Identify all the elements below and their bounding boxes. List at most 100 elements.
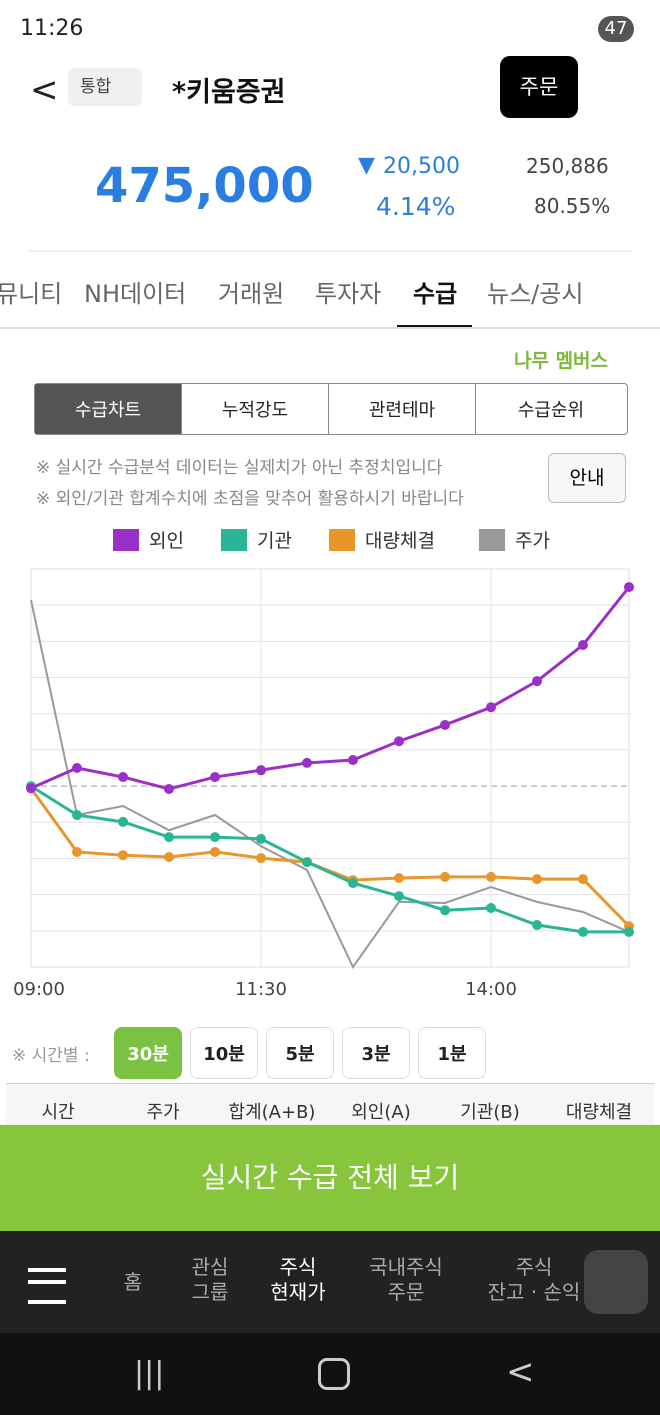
home-button[interactable]: [318, 1358, 350, 1390]
table-header: [6, 1083, 654, 1126]
data-point: [486, 702, 496, 713]
series-line: [30, 586, 631, 791]
interval-label: ※ 시간별 :: [12, 1046, 90, 1066]
tab[interactable]: 뮤니티: [0, 280, 63, 308]
data-point: [532, 920, 542, 931]
system-nav: [0, 1333, 660, 1415]
order-button[interactable]: 주문: [500, 56, 578, 118]
change-arrow: ▼: [358, 153, 375, 178]
data-point: [486, 871, 496, 882]
info-button[interactable]: 안내: [548, 453, 626, 503]
tab[interactable]: 투자자: [315, 280, 382, 308]
legend-label: 기관: [257, 530, 292, 552]
plot-frame: [30, 568, 630, 968]
data-point: [348, 878, 358, 889]
x-tick-label: 11:30: [235, 979, 287, 1000]
recent-button[interactable]: |||: [134, 1356, 165, 1391]
member-link[interactable]: 나무 멤버스: [514, 350, 609, 372]
data-point: [532, 874, 542, 885]
price: 475,000: [95, 158, 314, 214]
note: ※ 실시간 수급분석 데이터는 실제치가 아닌 추정치입니다: [36, 458, 443, 478]
table-header-cell: 대량체결: [565, 1102, 633, 1123]
table-header-cell: 주가: [146, 1102, 180, 1123]
interval-option[interactable]: 5분: [266, 1027, 334, 1079]
table-header-cell: 합계(A+B): [228, 1102, 316, 1123]
data-point: [440, 719, 450, 730]
series-line: [30, 599, 630, 969]
chart: 09:00 11:30 14:00 외인 기관 대량체결 주가: [13, 529, 634, 1000]
data-point: [164, 783, 174, 794]
back-button[interactable]: <: [30, 70, 59, 110]
legend-swatch: [221, 529, 247, 551]
tab[interactable]: 거래원: [218, 280, 285, 308]
data-point: [118, 772, 128, 783]
data-point: [486, 903, 496, 914]
legend-swatch: [113, 529, 139, 551]
change: 20,500: [383, 154, 460, 179]
data-point: [164, 852, 174, 863]
tab-active[interactable]: 수급: [413, 280, 458, 308]
series-line: [30, 784, 629, 934]
cta-button[interactable]: 실시간 수급 전체 보기: [0, 1125, 660, 1231]
data-point: [256, 833, 266, 844]
nav-item-active[interactable]: 주식 현재가: [270, 1255, 326, 1304]
interval-option[interactable]: 3분: [342, 1027, 410, 1079]
data-point: [210, 846, 220, 857]
back-nav[interactable]: <: [506, 1352, 535, 1392]
data-point: [210, 772, 220, 783]
data-point: [394, 736, 404, 747]
sub-tab[interactable]: 관련테마: [329, 384, 476, 434]
nav-item[interactable]: 주식 잔고 · 손익: [487, 1255, 581, 1304]
interval-option-active[interactable]: 30분: [114, 1027, 182, 1079]
table-header-cell: 시간: [41, 1102, 75, 1123]
sub-tab[interactable]: 수급순위: [517, 400, 585, 421]
badge[interactable]: 통합: [68, 68, 142, 106]
layers-button[interactable]: [584, 1250, 648, 1314]
legend-label: 외인: [149, 530, 184, 552]
data-point: [72, 810, 82, 821]
sub-tab[interactable]: 누적강도: [182, 384, 329, 434]
legend-label: 대량체결: [365, 530, 435, 552]
data-point: [532, 676, 542, 687]
data-point: [256, 853, 266, 864]
data-point: [118, 816, 128, 827]
table-header-cell: 외인(A): [351, 1102, 411, 1123]
data-point: [302, 757, 312, 768]
data-point: [624, 582, 634, 593]
volume: 250,886: [526, 154, 609, 178]
data-point: [164, 832, 174, 843]
stock-title: *키움증권: [172, 77, 286, 108]
data-point: [302, 857, 312, 868]
tab-indicator: [397, 325, 472, 328]
legend-swatch: [329, 529, 355, 551]
nav-item[interactable]: 관심 그룹: [191, 1255, 229, 1304]
data-point: [394, 872, 404, 883]
interval-option[interactable]: 1분: [418, 1027, 486, 1079]
tab[interactable]: NH데이터: [84, 280, 187, 308]
nav-item[interactable]: 홈: [123, 1270, 143, 1294]
data-point: [210, 832, 220, 843]
data-point: [578, 874, 588, 885]
menu-button[interactable]: [28, 1268, 66, 1304]
status-time: 11:26: [20, 16, 84, 41]
data-point: [440, 905, 450, 916]
data-point: [394, 891, 404, 902]
sub-tab-frame: [34, 383, 628, 435]
note: ※ 외인/기관 합계수치에 초점을 맞추어 활용하시기 바랍니다: [36, 489, 464, 509]
data-point: [72, 763, 82, 773]
bottom-nav: [0, 1231, 660, 1333]
table-header-cell: 기관(B): [460, 1102, 520, 1123]
data-point: [440, 871, 450, 882]
sub-tab-active[interactable]: 수급차트: [35, 384, 182, 434]
data-point: [624, 926, 634, 937]
x-tick-label: 09:00: [13, 979, 65, 1000]
tab[interactable]: 뉴스/공시: [487, 280, 584, 308]
ratio: 80.55%: [534, 194, 611, 218]
change-pct: 4.14%: [376, 192, 456, 221]
nav-item[interactable]: 국내주식 주문: [369, 1255, 443, 1304]
interval-option[interactable]: 10분: [190, 1027, 258, 1079]
data-point: [578, 926, 588, 937]
data-point: [26, 783, 36, 794]
x-tick-label: 14:00: [465, 979, 517, 1000]
